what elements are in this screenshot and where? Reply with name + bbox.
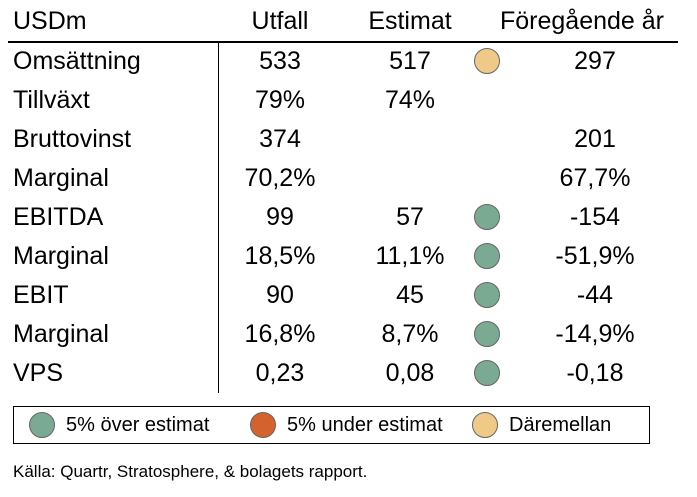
utfall-value: 0,23: [255, 359, 305, 387]
utfall-value: 533: [259, 47, 301, 75]
column-header-utfall: Utfall: [251, 7, 309, 35]
row-label: Marginal: [13, 320, 109, 348]
estimat-value: [350, 120, 470, 159]
row-label: EBITDA: [13, 203, 104, 231]
between-estimate-dot-icon: [472, 412, 498, 438]
prev-year-value: -14,9%: [555, 320, 635, 348]
indicator-cell: [474, 315, 502, 354]
prev-year-value: -0,18: [566, 359, 624, 387]
column-header-prev-year: Föregående år: [500, 7, 665, 35]
label-column-divider: [218, 43, 219, 393]
prev-year-value: 201: [574, 125, 616, 153]
legend-label: 5% under estimat: [287, 414, 443, 436]
table-row: Marginal 70,2% 67,7%: [0, 159, 697, 198]
over-estimate-dot-icon: [474, 204, 500, 230]
utfall-value: 16,8%: [244, 320, 316, 348]
legend-label: 5% över estimat: [66, 414, 210, 436]
prev-year-value: [520, 81, 670, 120]
source-note: Källa: Quartr, Stratosphere, & bolagets …: [13, 462, 368, 481]
between-estimate-dot-icon: [474, 48, 500, 74]
utfall-value: 18,5%: [244, 242, 316, 270]
row-label: Tillväxt: [13, 86, 90, 114]
estimat-value: 45: [396, 281, 424, 309]
table-row: Marginal 16,8% 8,7% -14,9%: [0, 315, 697, 354]
header-row: USDm Utfall Estimat Föregående år: [0, 2, 697, 41]
utfall-value: 70,2%: [244, 164, 316, 192]
legend: 5% över estimat 5% under estimat Däremel…: [13, 406, 650, 444]
indicator-cell: [474, 354, 502, 393]
indicator-cell: [474, 198, 502, 237]
over-estimate-dot-icon: [474, 243, 500, 269]
over-estimate-dot-icon: [474, 282, 500, 308]
table-row: EBIT 90 45 -44: [0, 276, 697, 315]
row-label: Marginal: [13, 164, 109, 192]
prev-year-value: 67,7%: [559, 164, 631, 192]
header-divider: [8, 41, 678, 43]
row-label: Omsättning: [13, 47, 141, 75]
utfall-value: 79%: [254, 86, 306, 114]
estimat-value: 517: [389, 47, 431, 75]
indicator-cell: [474, 237, 502, 276]
row-label: EBIT: [13, 281, 69, 309]
indicator-cell: [474, 42, 502, 81]
table-row: EBITDA 99 57 -154: [0, 198, 697, 237]
table-row: VPS 0,23 0,08 -0,18: [0, 354, 697, 393]
prev-year-value: -44: [576, 281, 614, 309]
over-estimate-dot-icon: [474, 360, 500, 386]
estimat-value: 11,1%: [375, 242, 445, 270]
estimat-value: 57: [396, 203, 424, 231]
utfall-value: 374: [259, 125, 301, 153]
table-row: Tillväxt 79% 74%: [0, 81, 697, 120]
table-row: Marginal 18,5% 11,1% -51,9%: [0, 237, 697, 276]
utfall-value: 99: [266, 203, 294, 231]
over-estimate-dot-icon: [474, 321, 500, 347]
estimat-value: 0,08: [385, 359, 435, 387]
over-estimate-dot-icon: [29, 412, 55, 438]
prev-year-value: -154: [569, 203, 621, 231]
prev-year-value: -51,9%: [555, 242, 635, 270]
under-estimate-dot-icon: [250, 412, 276, 438]
unit-label: USDm: [13, 7, 87, 35]
legend-label: Däremellan: [509, 414, 612, 436]
estimat-value: 8,7%: [381, 320, 439, 348]
table-row: Omsättning 533 517 297: [0, 42, 697, 81]
row-label: VPS: [13, 359, 64, 387]
column-header-estimat: Estimat: [368, 7, 452, 35]
row-label: Bruttovinst: [13, 125, 132, 153]
prev-year-value: 297: [574, 47, 616, 75]
indicator-cell: [474, 276, 502, 315]
estimat-value: 74%: [384, 86, 436, 114]
row-label: Marginal: [13, 242, 109, 270]
table-row: Bruttovinst 374 201: [0, 120, 697, 159]
estimat-value: [350, 159, 470, 198]
utfall-value: 90: [266, 281, 294, 309]
